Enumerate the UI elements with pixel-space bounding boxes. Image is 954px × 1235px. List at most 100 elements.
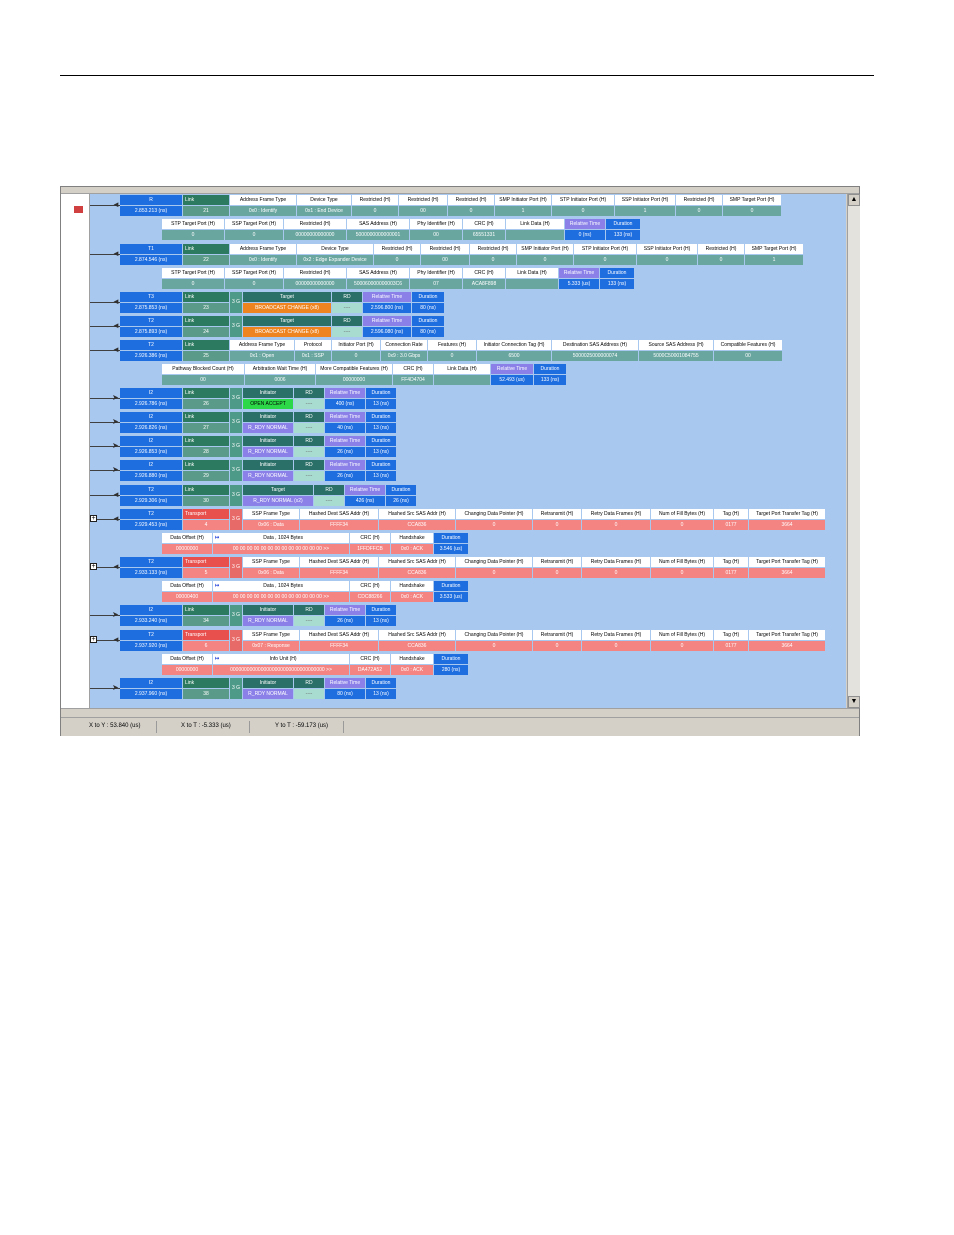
packet-field[interactable]: Hashed Dest SAS Addr (H) FFFF34 (300, 509, 378, 530)
packet-field[interactable]: Relative Time 52.493 (us) (491, 364, 533, 385)
packet-field[interactable]: Device Type 0x2 : Edge Expander Device (297, 244, 373, 265)
packet-field[interactable]: RD ---- (294, 412, 324, 433)
packet-field[interactable]: Relative Time 2.596.800 (ns) (363, 292, 411, 313)
packet-field[interactable]: Arbitration Wait Time (H) 0006 (245, 364, 315, 385)
packet-field[interactable]: Protocol 0x1 : SSP (295, 340, 331, 361)
packet-field[interactable]: I2 2.933.240 (ns) (120, 605, 182, 626)
packet-field[interactable]: Link 38 (183, 678, 229, 699)
packet-field[interactable]: Changing Data Pointer (H) 0 (456, 630, 532, 651)
data-arrow-icon[interactable]: ↦ (215, 535, 220, 541)
packet-field[interactable]: RD ---- (294, 388, 324, 409)
packet-field[interactable]: SSP Frame Type 0x06 : Data (243, 509, 299, 530)
packet-field[interactable]: Retransmit (H) 0 (533, 509, 581, 530)
packet-field[interactable]: Target Port Transfer Tag (H) 3664 (749, 630, 825, 651)
packet-field[interactable]: Retry Data Frames (H) 0 (582, 509, 650, 530)
packet-field[interactable]: Link 30 (183, 485, 229, 506)
packet-field[interactable]: T2 2.926.386 (ns) (120, 340, 182, 361)
packet-field[interactable]: 3 G (230, 460, 242, 481)
packet-field[interactable]: I2 2.926.786 (ns) (120, 388, 182, 409)
packet-field[interactable]: Relative Time 426 (ns) (345, 485, 385, 506)
packet-field[interactable]: Initiator R_RDY NORMAL (243, 412, 293, 433)
packet-field[interactable]: SSP Frame Type 0x06 : Data (243, 557, 299, 578)
packet-field[interactable]: RD ---- (294, 460, 324, 481)
packet-field[interactable]: Relative Time 26 (ns) (325, 436, 365, 457)
packet-field[interactable]: Restricted (H) 0 (374, 244, 420, 265)
packet-field[interactable]: Restricted (H) 00 (421, 244, 469, 265)
packet-field[interactable]: 3 G (230, 485, 242, 506)
packet-field[interactable]: Relative Time 26 (ns) (325, 605, 365, 626)
packet-field[interactable]: Hashed Src SAS Addr (H) CCA836 (379, 509, 455, 530)
packet-field[interactable]: Connection Rate 0x9 : 3.0 Gbps (381, 340, 427, 361)
packet-field[interactable]: Retransmit (H) 0 (533, 630, 581, 651)
packet-field[interactable]: Duration 3.546 (us) (434, 533, 468, 554)
packet-field[interactable]: T2 2.937.920 (ns) (120, 630, 182, 651)
packet-field[interactable]: Link 26 (183, 388, 229, 409)
packet-field[interactable]: Initiator R_RDY NORMAL (243, 460, 293, 481)
packet-field[interactable]: T2 2.875.893 (ns) (120, 316, 182, 337)
packet-field[interactable]: I2 2.937.960 (ns) (120, 678, 182, 699)
packet-field[interactable]: STP Initiator Port (H) 0 (574, 244, 636, 265)
packet-field[interactable]: Source SAS Address (H) 5000C50001084755 (639, 340, 713, 361)
packet-field[interactable]: T3 2.875.853 (ns) (120, 292, 182, 313)
packet-field[interactable]: Phy Identifier (H) 00 (410, 219, 462, 240)
packet-field[interactable]: Destination SAS Address (H) 5000025000000… (552, 340, 638, 361)
packet-field[interactable]: SAS Address (H) 5000000000000001 (347, 219, 409, 240)
packet-field[interactable]: RD ---- (294, 436, 324, 457)
packet-field[interactable]: Num of Fill Bytes (H) 0 (651, 630, 713, 651)
packet-field[interactable]: Link 27 (183, 412, 229, 433)
packet-field[interactable]: Duration 13 (ns) (366, 678, 396, 699)
vertical-scrollbar[interactable]: ▲ ▼ (847, 194, 860, 708)
packet-field[interactable]: STP Target Port (H) 0 (162, 268, 224, 289)
packet-field[interactable]: RD ---- (294, 678, 324, 699)
packet-field[interactable]: ↦ Info Unit (H) 00000000000000000000000000… (213, 654, 349, 675)
packet-field[interactable]: Hashed Dest SAS Addr (H) FFFF34 (300, 557, 378, 578)
packet-field[interactable]: Relative Time 0 (ns) (565, 219, 605, 240)
packet-field[interactable]: Hashed Src SAS Addr (H) CCA836 (379, 630, 455, 651)
horizontal-scrollbar[interactable] (61, 708, 859, 716)
packet-field[interactable]: Phy Identifier (H) 07 (410, 268, 462, 289)
packet-field[interactable]: Duration 133 (ns) (534, 364, 566, 385)
packet-field[interactable]: Target BROADCAST CHANGE (x8) (243, 292, 331, 313)
packet-field[interactable]: Pathway Blocked Count (H) 00 (162, 364, 244, 385)
packet-field[interactable]: Transport 6 (183, 630, 229, 651)
packet-field[interactable]: 3 G (230, 412, 242, 433)
packet-field[interactable]: RD ---- (332, 316, 362, 337)
packet-field[interactable]: RD ---- (314, 485, 344, 506)
packet-field[interactable]: Link Data (H) (506, 268, 558, 289)
packet-field[interactable]: Duration 13 (ns) (366, 436, 396, 457)
packet-field[interactable]: Duration 26 (ns) (386, 485, 416, 506)
packet-field[interactable]: Link 25 (183, 340, 229, 361)
packet-field[interactable]: Target R_RDY NORMAL (x2) (243, 485, 313, 506)
packet-field[interactable]: Handshake 0x0 : ACK (391, 533, 433, 554)
packet-field[interactable]: Restricted (H) 00000000000000 (284, 268, 346, 289)
packet-field[interactable]: SSP Target Port (H) 0 (225, 268, 283, 289)
scroll-up-icon[interactable]: ▲ (848, 194, 860, 206)
packet-field[interactable]: Target Port Transfer Tag (H) 3664 (749, 557, 825, 578)
packet-field[interactable]: Hashed Src SAS Addr (H) CCA836 (379, 557, 455, 578)
packet-field[interactable]: Handshake 0x0 : ACK (391, 654, 433, 675)
packet-field[interactable]: Initiator R_RDY NORMAL (243, 436, 293, 457)
packet-field[interactable]: Changing Data Pointer (H) 0 (456, 557, 532, 578)
packet-field[interactable]: Restricted (H) 00000000000000 (284, 219, 346, 240)
packet-field[interactable]: Duration 133 (ns) (606, 219, 640, 240)
packet-field[interactable]: SSP Frame Type 0x07 : Response (243, 630, 299, 651)
packet-field[interactable]: STP Initiator Port (H) 0 (552, 195, 614, 216)
packet-field[interactable]: 3 G (230, 678, 242, 699)
packet-field[interactable]: Changing Data Pointer (H) 0 (456, 509, 532, 530)
packet-field[interactable]: Link Data (H) (434, 364, 490, 385)
packet-field[interactable]: SMP Initiator Port (H) 0 (517, 244, 573, 265)
packet-field[interactable]: Duration 13 (ns) (366, 460, 396, 481)
scroll-down-icon[interactable]: ▼ (848, 696, 860, 708)
expand-toggle-icon[interactable]: + (90, 636, 97, 643)
packet-field[interactable]: Initiator R_RDY NORMAL (243, 678, 293, 699)
packet-field[interactable]: CRC (H) DA472A52 (350, 654, 390, 675)
packet-field[interactable]: T2 2.929.306 (ns) (120, 485, 182, 506)
packet-field[interactable]: 3 G (230, 630, 242, 651)
packet-field[interactable]: ↦ Data , 1024 Bytes 00 00 00 00 00 00 00 0… (213, 581, 349, 602)
packet-field[interactable]: Restricted (H) 0 (470, 244, 516, 265)
packet-field[interactable]: I2 2.926.853 (ns) (120, 436, 182, 457)
packet-field[interactable]: Link 21 (183, 195, 229, 216)
packet-field[interactable]: Link 23 (183, 292, 229, 313)
packet-field[interactable]: Restricted (H) 00 (399, 195, 447, 216)
packet-field[interactable]: Data Offset (H) 00000400 (162, 581, 212, 602)
